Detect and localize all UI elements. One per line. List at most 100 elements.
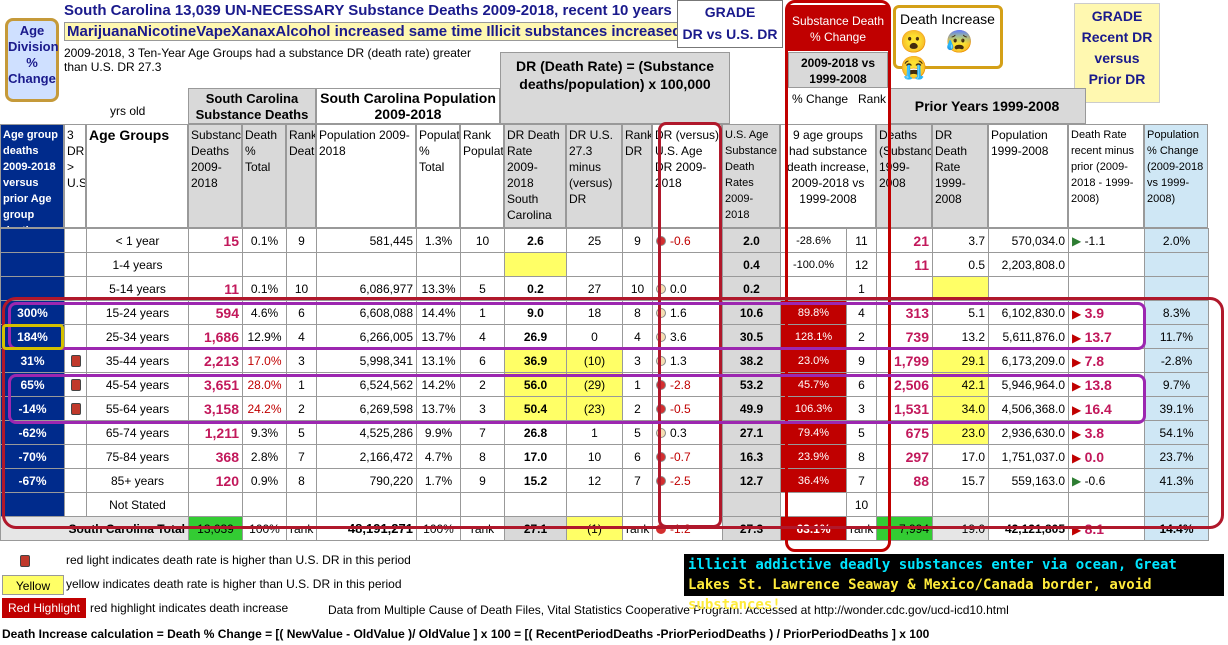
age-group: 85+ years (86, 468, 189, 493)
rank-population (460, 252, 505, 277)
age-group: 1-4 years (86, 252, 189, 277)
grade-vs-us: 0.3 (652, 420, 723, 445)
death-pct (242, 252, 287, 277)
us-minus-dr (566, 252, 623, 277)
col-header-14: 9 age groups had substance death increas… (780, 124, 876, 228)
table-row: -70% 75-84 years 368 2.8% 7 2,166,472 4.7% 8 17.… (0, 444, 1209, 469)
age-group: 55-64 years (86, 396, 189, 421)
table-row: 5-14 years 11 0.1% 10 6,086,977 13.3% 5 0.2 27 10… (0, 276, 1209, 301)
grade2-line2: versus (1094, 50, 1140, 66)
death-pct: 9.3% (242, 420, 287, 445)
population: 5,998,341 (316, 348, 417, 373)
table-row: Not Stated 10 (0, 492, 1209, 517)
table-row: 1-4 years 0.4 -100.0% 12 11 0.5 2,203,808.0 (0, 252, 1209, 277)
grade2-line1: Recent DR (1081, 29, 1153, 45)
recent-prior-value: -0.6 (1084, 473, 1106, 488)
age-division-pct (0, 492, 65, 517)
population: 6,266,005 (316, 324, 417, 349)
us-age-dr (722, 492, 781, 517)
population-change: 54.1% (1144, 420, 1209, 445)
death-pct: 17.0% (242, 348, 287, 373)
grade-value: 3.6 (670, 329, 687, 344)
rank-dr: 6 (622, 444, 653, 469)
rank-dr: 2 (622, 396, 653, 421)
table-row: -14% 55-64 years 3,158 24.2% 2 6,269,598 13.7%… (0, 396, 1209, 421)
table-row: 184% 25-34 years 1,686 12.9% 4 6,266,005 13.7%… (0, 324, 1209, 349)
us-age-dr: 27.1 (722, 420, 781, 445)
recent-vs-prior (1068, 252, 1145, 277)
col-header-8: Rank Population (460, 124, 504, 228)
recent-prior-value: 3.8 (1084, 424, 1105, 441)
change-column-box (785, 0, 891, 552)
grade-arrow-icon: ▶ (1072, 330, 1085, 345)
death-rate (504, 492, 567, 517)
grade-dot-icon (656, 308, 666, 319)
grade-value: -2.5 (670, 473, 691, 488)
population: 581,445 (316, 228, 417, 253)
prior-dr: 23.0 (932, 420, 989, 445)
pct-change (780, 276, 847, 301)
prior-population (988, 276, 1069, 301)
prior-deaths: 21 (876, 228, 933, 253)
population-pct: 4.7% (416, 444, 461, 469)
population-change: 9.7% (1144, 372, 1209, 397)
col-header-5: Rank Death (286, 124, 316, 228)
population: 4,525,286 (316, 420, 417, 445)
population-pct (416, 252, 461, 277)
death-rate: 26.9 (504, 324, 567, 349)
population (316, 252, 417, 277)
pct-change: 23.9% (780, 444, 847, 469)
col-header-0: Age group deaths 2009-2018 versus prior … (0, 124, 64, 228)
grade-value: 0.0 (670, 281, 687, 296)
death-rate: 2.6 (504, 228, 567, 253)
red-light-icon (70, 403, 81, 416)
col-header-20: Population % Change (2009-2018 vs 1999-2… (1144, 124, 1208, 228)
grade-arrow-icon: ▶ (1072, 450, 1085, 465)
us-minus-dr: 25 (566, 228, 623, 253)
prior-population: 570,034.0 (988, 228, 1069, 253)
middle-rows-box (8, 374, 1146, 424)
death-increase-box: Death Increase 😮 😰 😭 (893, 5, 1003, 80)
rank-population: 8 (460, 444, 505, 469)
header-sc-deaths: South Carolina Substance Deaths (188, 88, 316, 124)
grade-vs-us (652, 252, 723, 277)
col-header-13: U.S. Age Substance Death Rates 2009-2018 (722, 124, 780, 228)
rank-dr (622, 252, 653, 277)
change-rank: 12 (846, 252, 877, 277)
header-pct-change: % Change (792, 92, 849, 106)
col-header-19: Death Rate recent minus prior (2009-2018… (1068, 124, 1144, 228)
col-header-7: Population % Total (416, 124, 460, 228)
col-header-3: Substance Deaths 2009-2018 (188, 124, 242, 228)
death-rate: 0.2 (504, 276, 567, 301)
death-increase-label: Death Increase (900, 11, 995, 27)
prior-deaths: 1,531 (876, 396, 933, 421)
grade-arrow-icon: ▶ (1072, 522, 1085, 537)
description: 2009-2018, 3 Ten-Year Age Groups had a s… (64, 46, 471, 74)
rank-population: 6 (460, 348, 505, 373)
us-age-dr: 0.2 (722, 276, 781, 301)
population (316, 492, 417, 517)
dr-flag (64, 252, 87, 277)
population-change: 23.7% (1144, 444, 1209, 469)
recent-vs-prior: ▶ 13.8 (1068, 372, 1145, 397)
yrs-old-label: yrs old (110, 104, 146, 118)
grade-dot-icon (656, 380, 666, 391)
header-prior-years: Prior Years 1999-2008 (888, 88, 1086, 124)
recent-prior-value: 13.7 (1084, 328, 1112, 345)
pct-change: 36.4% (780, 468, 847, 493)
prior-population: 4,506,368.0 (988, 396, 1069, 421)
change-rank: 3 (846, 396, 877, 421)
grade-dr-vs-us: GRADE DR vs U.S. DR (677, 0, 783, 48)
rank-population: 3 (460, 396, 505, 421)
death-pct: 0.1% (242, 228, 287, 253)
population: 790,220 (316, 468, 417, 493)
red-light-icon (20, 554, 30, 567)
main-title: South Carolina 13,039 UN-NECESSARY Subst… (64, 2, 672, 19)
age-division-pct: -70% (0, 444, 65, 469)
population-pct: 1.3% (416, 228, 461, 253)
grade-arrow-icon: ▶ (1072, 402, 1085, 417)
population-pct: 13.7% (416, 324, 461, 349)
prior-deaths: 1,799 (876, 348, 933, 373)
grade-value: -0.5 (670, 401, 691, 416)
rank-dr: 9 (622, 228, 653, 253)
